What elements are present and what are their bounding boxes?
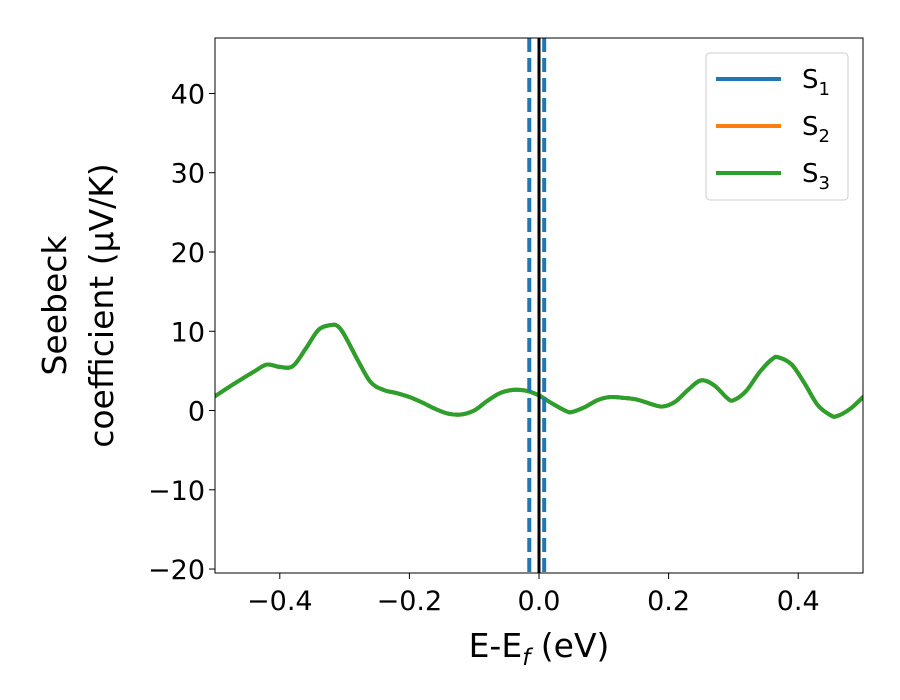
legend-item-2: S2	[716, 112, 830, 147]
x-tick-label: 0.4	[777, 586, 820, 617]
legend-label: S2	[802, 112, 830, 147]
y-tick-label: −20	[148, 555, 205, 586]
y-tick-label: −10	[148, 476, 205, 507]
legend-items: S1 S2 S3	[716, 65, 830, 194]
reference-lines	[527, 38, 547, 573]
legend-label: S3	[802, 159, 830, 194]
legend-item-1: S1	[716, 65, 830, 100]
y-tick-label: 10	[171, 317, 205, 348]
x-axis-title: E-Ef (eV)	[469, 626, 610, 671]
y-tick-label: 40	[171, 79, 205, 110]
legend: S1 S2 S3	[705, 52, 849, 201]
x-axis-title-sub: f	[522, 645, 533, 671]
x-tick-label: 0.2	[647, 586, 690, 617]
legend-label: S1	[802, 65, 830, 100]
y-tick-label: 0	[188, 397, 205, 428]
y-axis-title-line-2: coefficient (μV/K)	[82, 163, 121, 448]
y-axis-title-line-1: Seebeck	[35, 235, 74, 376]
x-tick-label: 0.0	[518, 586, 561, 617]
x-tick-label: −0.2	[377, 586, 443, 617]
x-axis-title-unit: (eV)	[530, 626, 609, 665]
x-tick-label: −0.4	[247, 586, 313, 617]
legend-item-3: S3	[716, 159, 830, 194]
x-axis-title-base: E-E	[469, 626, 523, 665]
x-axis-ticks: −0.4 −0.2 0.0 0.2 0.4	[247, 573, 820, 617]
series-lines	[215, 322, 863, 419]
y-tick-label: 20	[171, 238, 205, 269]
series-line-3	[215, 322, 863, 419]
y-tick-label: 30	[171, 159, 205, 190]
y-axis-ticks: −20 −10 0 10 20 30 40	[148, 79, 215, 586]
